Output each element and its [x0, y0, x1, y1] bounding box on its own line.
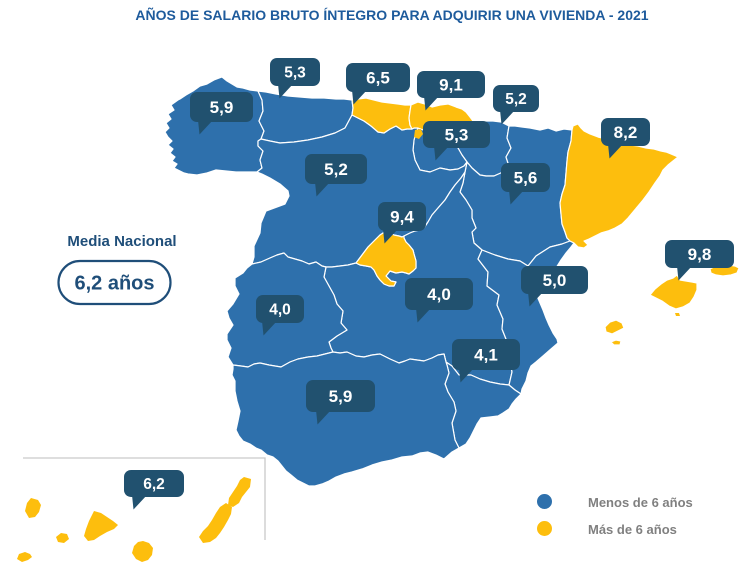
svg-text:5,6: 5,6 — [514, 169, 538, 188]
svg-text:4,1: 4,1 — [474, 346, 498, 365]
svg-text:9,4: 9,4 — [390, 208, 414, 227]
svg-text:5,3: 5,3 — [445, 126, 469, 145]
svg-text:5,2: 5,2 — [505, 91, 527, 108]
svg-text:Menos de 6 años: Menos de 6 años — [588, 495, 693, 510]
svg-text:9,8: 9,8 — [688, 245, 712, 264]
svg-text:5,0: 5,0 — [543, 271, 567, 290]
svg-text:5,9: 5,9 — [329, 387, 353, 406]
svg-text:6,5: 6,5 — [366, 69, 390, 88]
svg-text:5,2: 5,2 — [324, 160, 348, 179]
svg-text:4,0: 4,0 — [269, 302, 291, 319]
svg-text:Más de 6 años: Más de 6 años — [588, 522, 677, 537]
svg-text:5,9: 5,9 — [210, 98, 234, 117]
svg-text:6,2 años: 6,2 años — [74, 273, 154, 295]
svg-text:Media Nacional: Media Nacional — [67, 233, 176, 250]
svg-text:9,1: 9,1 — [439, 76, 463, 95]
svg-text:4,0: 4,0 — [427, 285, 451, 304]
svg-text:5,3: 5,3 — [284, 65, 306, 82]
svg-text:6,2: 6,2 — [143, 476, 165, 493]
svg-text:8,2: 8,2 — [614, 123, 638, 142]
svg-text:AÑOS DE SALARIO BRUTO ÍNTEGRO: AÑOS DE SALARIO BRUTO ÍNTEGRO PARA ADQUI… — [135, 6, 648, 23]
